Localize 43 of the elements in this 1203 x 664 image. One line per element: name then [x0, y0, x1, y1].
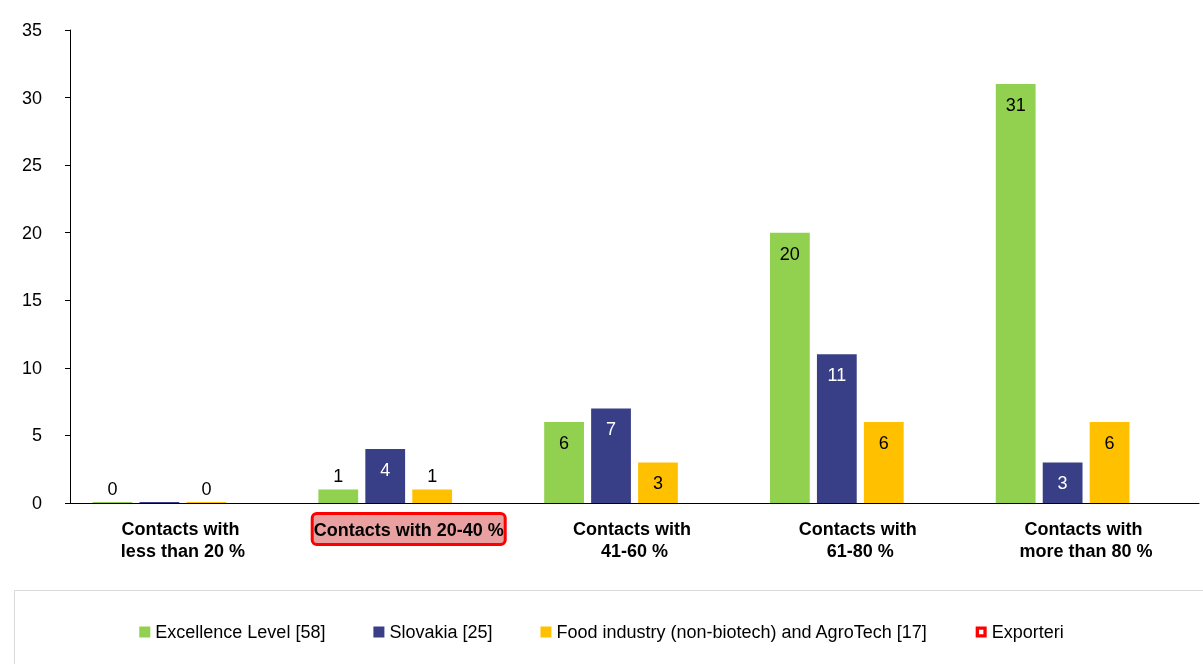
- bar: [995, 84, 1036, 503]
- bar: [1042, 462, 1083, 503]
- y-tick-label: 35: [21, 20, 42, 40]
- bar: [365, 448, 406, 503]
- x-tick-label: Contacts with more than 80 %: [1019, 519, 1153, 561]
- data-label: 6: [878, 432, 889, 453]
- data-label: 4: [380, 459, 391, 480]
- data-label: 6: [1104, 432, 1115, 453]
- legend-label: Exporteri: [991, 622, 1064, 642]
- data-label: 1: [333, 466, 344, 487]
- y-tick-label: 0: [31, 493, 42, 513]
- x-tick-label: Contacts with less than 20 %: [120, 519, 245, 561]
- bar: [638, 462, 678, 503]
- bar: [544, 421, 584, 503]
- data-label: 3: [652, 473, 663, 494]
- x-tick-label: Contacts with 20-40 %: [313, 520, 504, 540]
- data-label: 7: [606, 419, 617, 440]
- y-tick-label: 10: [21, 357, 42, 378]
- data-label: 31: [1005, 95, 1026, 116]
- legend-label: Slovakia [25]: [389, 622, 493, 642]
- x-tick-label: Contacts with 41-60 %: [572, 519, 697, 561]
- data-label: 0: [201, 479, 212, 499]
- bar: [412, 489, 453, 503]
- y-tick-label: 25: [21, 155, 42, 176]
- bar: [769, 232, 810, 503]
- y-tick-label: 5: [31, 425, 42, 446]
- legend-label: Excellence Level [58]: [155, 622, 326, 642]
- legend-label: Food industry (non-biotech) and AgroTech [17]: [556, 622, 927, 642]
- bar: [591, 408, 631, 503]
- data-label: 3: [1057, 473, 1068, 494]
- bar: [318, 489, 359, 503]
- data-label: 11: [827, 365, 847, 386]
- bar: [1089, 421, 1130, 503]
- y-tick-label: 15: [21, 290, 42, 311]
- data-label: 0: [107, 479, 118, 499]
- data-label: 1: [427, 466, 438, 487]
- y-tick-label: 30: [21, 87, 42, 108]
- y-tick-label: 20: [21, 222, 42, 243]
- data-label: 20: [779, 243, 800, 264]
- bar: [863, 421, 904, 503]
- bar: [816, 354, 857, 503]
- data-label: 6: [559, 432, 570, 453]
- x-tick-label: Contacts with 61-80 %: [798, 519, 922, 561]
